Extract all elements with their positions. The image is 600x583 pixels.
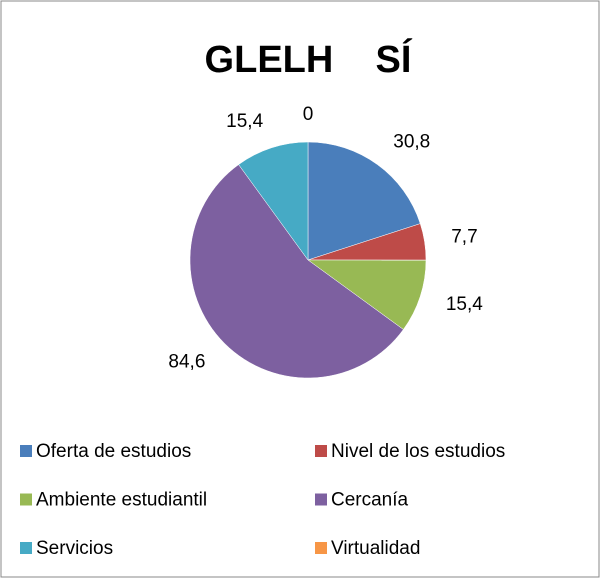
legend-swatch [315, 445, 327, 457]
legend-label: Cercanía [331, 490, 409, 511]
legend-swatch [20, 493, 32, 506]
chart-title: GLELH SÍ [205, 37, 413, 81]
legend-swatch [20, 542, 32, 554]
legend-label: Servicios [36, 538, 113, 559]
legend-swatch [20, 445, 32, 457]
legend-label: Virtualidad [331, 538, 420, 559]
pie-slice [307, 259, 427, 330]
data-label: 0 [303, 104, 314, 125]
data-label: 7,7 [451, 226, 477, 247]
legend-label: Ambiente estudiantil [36, 490, 207, 511]
data-label: 15,4 [226, 111, 263, 132]
legend-swatch [315, 493, 327, 506]
data-label: 30,8 [393, 132, 430, 153]
legend-swatch [315, 542, 327, 554]
pie-slice [238, 141, 309, 261]
legend-label: Oferta de estudios [36, 441, 191, 462]
legend-label: Nivel de los estudios [331, 441, 505, 462]
data-label: 15,4 [446, 294, 483, 315]
pie-slice [307, 141, 421, 261]
data-label: 84,6 [168, 351, 205, 372]
pie-slice [189, 164, 404, 379]
